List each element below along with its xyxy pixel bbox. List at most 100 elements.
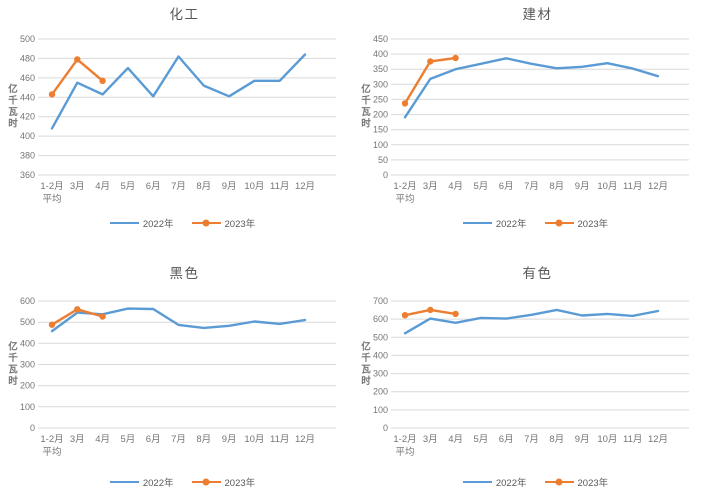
legend-label-2023: 2023年 bbox=[224, 478, 256, 489]
x-axis-tick-label: 11月 bbox=[623, 434, 642, 445]
series-line-2023年 bbox=[50, 58, 104, 96]
legend-item-2022: 2022年 bbox=[462, 475, 527, 489]
x-axis-tick-label: 1-2月 bbox=[40, 434, 63, 445]
x-axis-tick-label: 5月 bbox=[474, 181, 489, 192]
x-axis-tick-label: 12月 bbox=[295, 434, 315, 445]
x-axis-tick-label: 8月 bbox=[549, 434, 564, 445]
y-axis-unit-label: 千 bbox=[361, 352, 371, 364]
y-axis-tick-label: 200 bbox=[373, 387, 388, 397]
series-marker-dot bbox=[99, 77, 106, 84]
y-axis-tick-label: 100 bbox=[373, 405, 388, 415]
series-marker-dot bbox=[48, 321, 56, 328]
chart-legend: 2022年 2023年 bbox=[0, 475, 353, 489]
x-axis-tick-label: 12月 bbox=[295, 181, 315, 192]
x-axis-tick-label: 7月 bbox=[171, 434, 186, 445]
x-axis-tick-label: 5月 bbox=[121, 181, 136, 192]
x-axis-tick-label: 6月 bbox=[499, 181, 514, 192]
legend-line-2022 bbox=[109, 480, 139, 484]
legend-label-2022: 2022年 bbox=[142, 478, 174, 489]
y-axis-unit-label: 亿 bbox=[8, 341, 18, 353]
chart-legend: 2022年 2023年 bbox=[353, 475, 706, 489]
series-line-2022年 bbox=[403, 57, 660, 119]
series-marker-dot bbox=[427, 58, 434, 65]
y-axis-tick-label: 360 bbox=[20, 170, 35, 180]
x-axis-tick-label: 9月 bbox=[575, 434, 590, 445]
y-axis-tick-label: 450 bbox=[373, 34, 388, 44]
y-axis-tick-label: 400 bbox=[20, 338, 35, 348]
series-marker-dot bbox=[427, 306, 434, 314]
legend-item-2022: 2022年 bbox=[462, 216, 527, 230]
x-axis-tick-label: 7月 bbox=[524, 434, 539, 445]
x-axis-tick-label: 9月 bbox=[222, 434, 237, 445]
legend-item-2023: 2023年 bbox=[191, 216, 256, 230]
legend-item-2022: 2022年 bbox=[109, 216, 174, 230]
legend-item-2023: 2023年 bbox=[544, 216, 609, 230]
y-axis-unit-label: 瓦 bbox=[8, 107, 18, 118]
x-axis-tick-label: 9月 bbox=[575, 181, 590, 192]
legend-line-2022 bbox=[109, 221, 139, 225]
chart-ferrous-metals: 黑色 0 100 200 300 400 500 600 1-2月 平均 3月 4月 5月 6月 7月 8月… bbox=[0, 245, 353, 490]
y-axis-tick-label: 400 bbox=[373, 350, 388, 360]
y-axis-tick-label: 350 bbox=[373, 64, 388, 74]
chart-nonferrous-metals: 有色 0 100 200 300 400 500 600 700 1-2月 平均 3月 4月 5月 6月 7… bbox=[353, 245, 706, 490]
series-marker-dot bbox=[74, 56, 81, 63]
x-axis-tick-label: 10月 bbox=[597, 434, 617, 445]
y-axis-tick-label: 250 bbox=[373, 94, 388, 104]
y-axis-tick-label: 400 bbox=[373, 49, 388, 59]
legend-label-2022: 2022年 bbox=[495, 219, 527, 230]
x-axis-tick-label: 3月 bbox=[70, 434, 85, 445]
y-axis-unit-label: 瓦 bbox=[361, 107, 371, 118]
x-axis-tick-label: 10月 bbox=[244, 181, 264, 192]
legend-label-2022: 2022年 bbox=[495, 478, 527, 489]
chart-title-building-materials: 建材 bbox=[522, 7, 553, 22]
x-axis-tick-label: 1-2月 bbox=[40, 181, 63, 192]
x-axis-tick-label: 4月 bbox=[95, 181, 110, 192]
x-axis-tick-label: 12月 bbox=[648, 181, 668, 192]
x-axis-tick-label: 5月 bbox=[121, 434, 136, 445]
y-axis-tick-label: 460 bbox=[20, 73, 35, 83]
chart-legend: 2022年 2023年 bbox=[353, 216, 706, 230]
y-axis-tick-label: 0 bbox=[383, 170, 388, 180]
x-axis-tick-label: 11月 bbox=[270, 434, 289, 445]
legend-line-2023 bbox=[191, 219, 221, 227]
y-axis-unit-label: 亿 bbox=[361, 83, 371, 95]
chart-title-chemicals: 化工 bbox=[169, 7, 200, 22]
y-axis-unit-label: 时 bbox=[361, 118, 371, 130]
y-axis-tick-label: 0 bbox=[30, 423, 35, 433]
chart-title-nonferrous: 有色 bbox=[522, 266, 553, 281]
y-axis-unit-label: 时 bbox=[8, 118, 18, 130]
x-axis-tick-label-line2: 平均 bbox=[395, 446, 414, 458]
legend-label-2023: 2023年 bbox=[577, 478, 609, 489]
chart-title-ferrous: 黑色 bbox=[169, 266, 200, 281]
x-axis-tick-label: 11月 bbox=[623, 181, 642, 192]
y-axis-unit-label: 瓦 bbox=[361, 365, 371, 376]
y-axis-unit-label: 时 bbox=[8, 375, 18, 387]
y-axis-tick-label: 480 bbox=[20, 53, 35, 63]
series-marker-dot bbox=[48, 91, 56, 98]
x-axis-tick-label: 6月 bbox=[499, 434, 514, 445]
x-axis-tick-label: 6月 bbox=[146, 434, 161, 445]
x-axis-tick-label: 3月 bbox=[70, 181, 85, 192]
legend-marker-dot-icon bbox=[202, 219, 210, 227]
y-axis-tick-label: 200 bbox=[373, 110, 388, 120]
x-axis-tick-label: 12月 bbox=[648, 434, 668, 445]
x-axis-tick-label: 9月 bbox=[222, 181, 237, 192]
y-axis-tick-label: 600 bbox=[373, 314, 388, 324]
legend-label-2023: 2023年 bbox=[224, 219, 256, 230]
legend-marker-dot-icon bbox=[202, 478, 210, 486]
y-axis-tick-label: 200 bbox=[20, 381, 35, 391]
y-axis-unit-label: 千 bbox=[361, 95, 371, 107]
legend-label-2023: 2023年 bbox=[577, 219, 609, 230]
series-line-2022年 bbox=[403, 308, 660, 335]
legend-item-2022: 2022年 bbox=[109, 475, 174, 489]
x-axis-tick-label: 11月 bbox=[270, 181, 289, 192]
legend-line-2023 bbox=[544, 219, 574, 227]
x-axis-tick-label: 6月 bbox=[146, 181, 161, 192]
y-axis-tick-label: 700 bbox=[373, 296, 388, 306]
series-marker-dot bbox=[452, 54, 459, 62]
y-axis-tick-label: 600 bbox=[20, 296, 35, 306]
legend-marker-dot-icon bbox=[555, 478, 563, 486]
x-axis-tick-label-line2: 平均 bbox=[395, 193, 414, 205]
